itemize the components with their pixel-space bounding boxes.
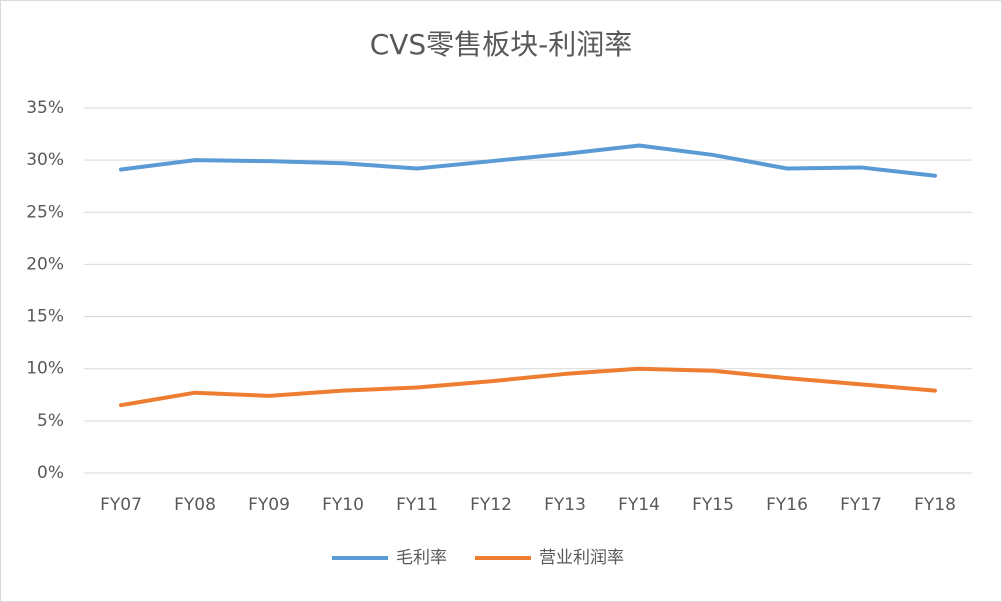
x-tick-label: FY11 bbox=[396, 495, 438, 515]
x-tick-label: FY10 bbox=[322, 495, 364, 515]
series-line bbox=[119, 143, 937, 178]
x-tick-label: FY08 bbox=[174, 495, 216, 515]
y-tick-label: 30% bbox=[26, 150, 64, 170]
x-tick-label: FY16 bbox=[766, 495, 808, 515]
x-tick-label: FY13 bbox=[544, 495, 586, 515]
x-tick-label: FY15 bbox=[692, 495, 734, 515]
series-line bbox=[119, 366, 937, 408]
x-tick-label: FY07 bbox=[100, 495, 142, 515]
x-tick-label: FY18 bbox=[914, 495, 956, 515]
chart-title: CVS零售板块-利润率 bbox=[370, 28, 633, 61]
y-tick-label: 35% bbox=[26, 98, 64, 118]
x-tick-label: FY09 bbox=[248, 495, 290, 515]
y-tick-label: 25% bbox=[26, 202, 64, 222]
legend-label: 毛利率 bbox=[396, 548, 447, 568]
legend-label: 营业利润率 bbox=[539, 548, 624, 568]
x-tick-label: FY17 bbox=[840, 495, 882, 515]
y-tick-label: 0% bbox=[37, 463, 64, 483]
x-tick-label: FY14 bbox=[618, 495, 660, 515]
y-tick-label: 5% bbox=[37, 411, 64, 431]
y-tick-label: 20% bbox=[26, 254, 64, 274]
y-tick-label: 10% bbox=[26, 359, 64, 379]
x-tick-label: FY12 bbox=[470, 495, 512, 515]
y-tick-label: 15% bbox=[26, 307, 64, 327]
